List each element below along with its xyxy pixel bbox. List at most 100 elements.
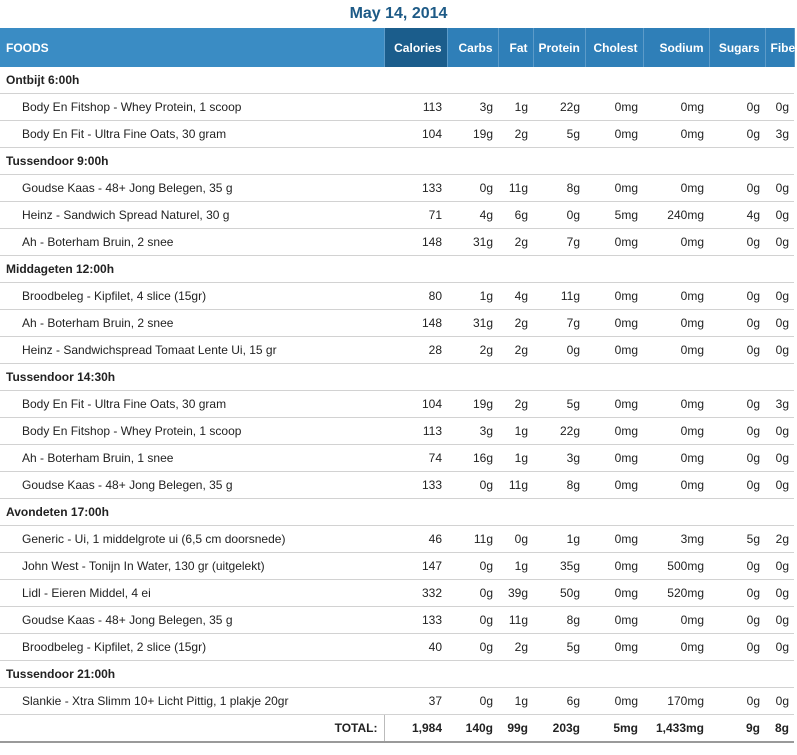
food-calories-cell: 80: [384, 282, 447, 310]
food-name-link[interactable]: Goudse Kaas - 48+ Jong Belegen, 35 g: [0, 174, 384, 202]
food-carbs-cell: 1g: [447, 282, 498, 310]
food-carbs-cell: 31g: [447, 228, 498, 256]
food-cholest-cell: 0mg: [585, 633, 643, 661]
food-protein-cell: 11g: [533, 282, 585, 310]
food-sugars-cell: 0g: [709, 282, 765, 310]
total-calories: 1,984: [383, 714, 447, 743]
food-calories-cell: 28: [384, 336, 447, 364]
food-fiber-cell: 0g: [765, 471, 794, 499]
food-sodium-cell: 0mg: [643, 633, 709, 661]
total-carbs: 140g: [447, 714, 498, 743]
column-header-calories: Calories: [384, 28, 448, 67]
food-protein-cell: 5g: [533, 120, 585, 148]
food-fat-cell: 2g: [498, 390, 533, 418]
food-cholest-cell: 0mg: [585, 471, 643, 499]
food-name-link[interactable]: Body En Fitshop - Whey Protein, 1 scoop: [0, 417, 384, 445]
food-name-link[interactable]: Ah - Boterham Bruin, 2 snee: [0, 309, 384, 337]
food-carbs-cell: 31g: [447, 309, 498, 337]
food-fat-cell: 1g: [498, 687, 533, 715]
food-fat-cell: 1g: [498, 444, 533, 472]
food-sugars-cell: 0g: [709, 579, 765, 607]
food-cholest-cell: 0mg: [585, 390, 643, 418]
food-fat-cell: 2g: [498, 336, 533, 364]
food-name-link[interactable]: Body En Fitshop - Whey Protein, 1 scoop: [0, 93, 384, 121]
food-fat-cell: 1g: [498, 552, 533, 580]
food-sodium-cell: 0mg: [643, 444, 709, 472]
food-carbs-cell: 2g: [447, 336, 498, 364]
meal-header-row: Avondeten 17:00h: [0, 498, 794, 526]
total-sugars: 9g: [709, 714, 765, 743]
food-row: Body En Fitshop - Whey Protein, 1 scoop 1…: [0, 417, 794, 445]
food-name-link[interactable]: Ah - Boterham Bruin, 2 snee: [0, 228, 384, 256]
food-sodium-cell: 0mg: [643, 120, 709, 148]
food-carbs-cell: 0g: [447, 687, 498, 715]
food-protein-cell: 22g: [533, 93, 585, 121]
food-cholest-cell: 0mg: [585, 120, 643, 148]
food-sugars-cell: 0g: [709, 444, 765, 472]
food-protein-cell: 0g: [533, 201, 585, 229]
food-calories-cell: 133: [384, 471, 447, 499]
food-protein-cell: 22g: [533, 417, 585, 445]
meal-name: Tussendoor 21:00h: [0, 660, 794, 688]
food-fiber-cell: 0g: [765, 687, 794, 715]
food-name-link[interactable]: Goudse Kaas - 48+ Jong Belegen, 35 g: [0, 471, 384, 499]
food-fiber-cell: 0g: [765, 201, 794, 229]
food-cholest-cell: 0mg: [585, 579, 643, 607]
food-sodium-cell: 0mg: [643, 309, 709, 337]
food-cholest-cell: 0mg: [585, 525, 643, 553]
food-sodium-cell: 0mg: [643, 174, 709, 202]
food-row: Broodbeleg - Kipfilet, 4 slice (15gr) 80 1…: [0, 282, 794, 310]
food-protein-cell: 50g: [533, 579, 585, 607]
food-row: Ah - Boterham Bruin, 2 snee 148 31g 2g 7g 0mg…: [0, 228, 794, 256]
food-sodium-cell: 0mg: [643, 93, 709, 121]
food-sugars-cell: 0g: [709, 471, 765, 499]
meal-header-row: Middageten 12:00h: [0, 255, 794, 283]
food-fiber-cell: 0g: [765, 552, 794, 580]
food-name-link[interactable]: Broodbeleg - Kipfilet, 2 slice (15gr): [0, 633, 384, 661]
food-sugars-cell: 0g: [709, 417, 765, 445]
food-calories-cell: 104: [384, 120, 447, 148]
food-name-link[interactable]: Body En Fit - Ultra Fine Oats, 30 gram: [0, 120, 384, 148]
food-name-link[interactable]: John West - Tonijn In Water, 130 gr (uit…: [0, 552, 384, 580]
food-cholest-cell: 0mg: [585, 174, 643, 202]
food-name-link[interactable]: Heinz - Sandwich Spread Naturel, 30 g: [0, 201, 384, 229]
food-sodium-cell: 500mg: [643, 552, 709, 580]
total-protein: 203g: [533, 714, 585, 743]
meal-header-row: Ontbijt 6:00h: [0, 67, 794, 94]
food-name-link[interactable]: Broodbeleg - Kipfilet, 4 slice (15gr): [0, 282, 384, 310]
food-name-link[interactable]: Ah - Boterham Bruin, 1 snee: [0, 444, 384, 472]
food-fiber-cell: 0g: [765, 444, 794, 472]
meal-name: Middageten 12:00h: [0, 255, 794, 283]
total-fat: 99g: [498, 714, 533, 743]
food-calories-cell: 133: [384, 174, 447, 202]
food-sugars-cell: 0g: [709, 309, 765, 337]
food-fat-cell: 39g: [498, 579, 533, 607]
food-fat-cell: 1g: [498, 93, 533, 121]
food-sodium-cell: 0mg: [643, 390, 709, 418]
food-name-link[interactable]: Lidl - Eieren Middel, 4 ei: [0, 579, 384, 607]
food-sugars-cell: 0g: [709, 633, 765, 661]
food-fat-cell: 6g: [498, 201, 533, 229]
food-protein-cell: 0g: [533, 336, 585, 364]
food-name-link[interactable]: Goudse Kaas - 48+ Jong Belegen, 35 g: [0, 606, 384, 634]
food-calories-cell: 46: [384, 525, 447, 553]
food-sugars-cell: 0g: [709, 174, 765, 202]
food-carbs-cell: 0g: [447, 174, 498, 202]
food-name-link[interactable]: Generic - Ui, 1 middelgrote ui (6,5 cm d…: [0, 525, 384, 553]
food-sugars-cell: 0g: [709, 120, 765, 148]
food-name-link[interactable]: Slankie - Xtra Slimm 10+ Licht Pittig, 1…: [0, 687, 384, 715]
food-calories-cell: 104: [384, 390, 447, 418]
meal-name: Tussendoor 14:30h: [0, 363, 794, 391]
food-carbs-cell: 3g: [447, 417, 498, 445]
food-sodium-cell: 0mg: [643, 282, 709, 310]
food-fiber-cell: 3g: [765, 120, 794, 148]
food-carbs-cell: 3g: [447, 93, 498, 121]
food-name-link[interactable]: Heinz - Sandwichspread Tomaat Lente Ui, …: [0, 336, 384, 364]
food-fat-cell: 11g: [498, 606, 533, 634]
food-cholest-cell: 5mg: [585, 201, 643, 229]
food-calories-cell: 71: [384, 201, 447, 229]
food-cholest-cell: 0mg: [585, 606, 643, 634]
food-name-link[interactable]: Body En Fit - Ultra Fine Oats, 30 gram: [0, 390, 384, 418]
food-sugars-cell: 0g: [709, 390, 765, 418]
food-cholest-cell: 0mg: [585, 687, 643, 715]
